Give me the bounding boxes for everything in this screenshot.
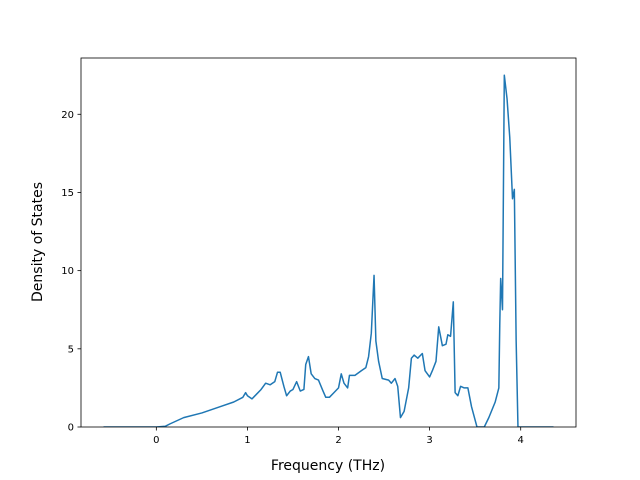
plot-frame — [80, 57, 577, 428]
x-axis-label: Frequency (THz) — [271, 458, 385, 474]
x-tick-label: 1 — [244, 435, 250, 446]
y-tick-label: 15 — [61, 188, 74, 199]
y-tick-label: 5 — [68, 344, 74, 355]
x-tick-label: 4 — [518, 435, 524, 446]
x-tick-label: 0 — [153, 435, 159, 446]
data-line — [103, 74, 554, 427]
x-tick-label: 2 — [335, 435, 341, 446]
y-tick-label: 10 — [61, 266, 74, 277]
y-tick-label: 20 — [61, 110, 74, 121]
y-tick-label: 0 — [68, 423, 74, 434]
y-axis-label: Density of States — [30, 182, 46, 302]
x-tick-label: 3 — [426, 435, 432, 446]
